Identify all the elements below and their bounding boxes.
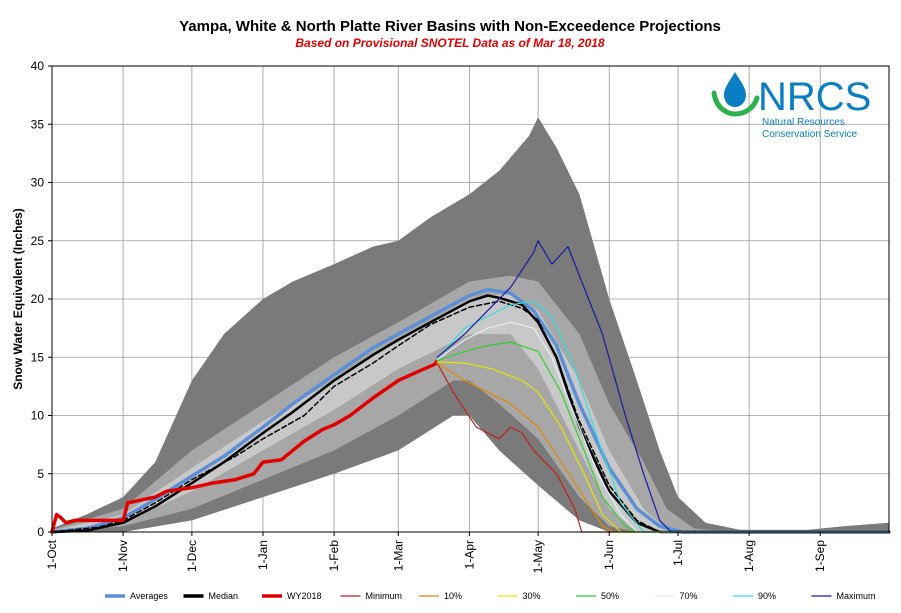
- series-line-averages: [50, 287, 891, 534]
- legend-label: 70%: [680, 591, 698, 601]
- y-axis-label: Snow Water Equivalent (Inches): [11, 208, 25, 390]
- x-tick-label: 1-Dec: [185, 540, 199, 572]
- x-tick-label: 1-Mar: [391, 540, 405, 571]
- series-line-maximum: [436, 240, 890, 533]
- x-tick-label: 1-Aug: [742, 540, 756, 572]
- x-tick-label: 1-Nov: [116, 540, 130, 572]
- y-tick-label: 10: [31, 409, 45, 423]
- y-tick-label: 0: [37, 525, 44, 539]
- legend-label: Minimum: [366, 591, 403, 601]
- y-tick-label: 20: [31, 292, 45, 306]
- plot-frame: [51, 65, 890, 533]
- logo-line-2: Conservation Service: [762, 129, 857, 140]
- series-lines: [50, 240, 891, 534]
- y-tick-label: 25: [31, 234, 45, 248]
- legend-label: Median: [209, 591, 239, 601]
- series-line-90: [436, 300, 890, 533]
- water-drop-icon: [711, 72, 760, 117]
- x-tick-label: 1-Jan: [256, 540, 270, 570]
- legend-label: 30%: [523, 591, 541, 601]
- series-line-minimum: [436, 362, 890, 533]
- y-tick-label: 30: [31, 176, 45, 190]
- x-tick-label: 1-Oct: [45, 539, 59, 569]
- series-line-10: [436, 362, 890, 533]
- x-tick-label: 1-Sep: [813, 540, 827, 572]
- y-tick-label: 5: [37, 467, 44, 481]
- chart-subtitle: Based on Provisional SNOTEL Data as of M…: [295, 36, 605, 50]
- legend-label: 50%: [601, 591, 619, 601]
- series-line-50: [436, 341, 890, 533]
- x-tick-label: 1-May: [531, 540, 545, 573]
- x-tick-label: 1-Feb: [327, 540, 341, 572]
- band-30-70-range: [52, 293, 889, 532]
- nrcs-logo: NRCS Natural Resources Conservation Serv…: [711, 72, 871, 140]
- legend-label: Maximum: [837, 591, 876, 601]
- x-tick-label: 1-Jul: [671, 540, 685, 566]
- axes: 0 5 10 15 20 25 30 35 40 1-Oct 1-Nov 1-Dec 1-Jan 1-Fe…: [31, 59, 890, 573]
- y-tick-label: 15: [31, 350, 45, 364]
- series-line-wy2018: [50, 358, 439, 534]
- logo-wordmark: NRCS: [758, 75, 871, 119]
- legend-label: 90%: [758, 591, 776, 601]
- legend: Averages Median WY2018 Minimum 10% 30% 50% 70% 9…: [105, 591, 876, 601]
- x-tick-label: 1-Jun: [602, 540, 616, 570]
- chart-title: Yampa, White & North Platte River Basins…: [179, 18, 721, 35]
- band-10-90-range: [52, 275, 889, 532]
- series-line-70: [436, 321, 890, 533]
- legend-label: 10%: [444, 591, 462, 601]
- x-tick-label: 1-Apr: [462, 540, 476, 569]
- y-tick-label: 35: [31, 117, 45, 131]
- logo-line-1: Natural Resources: [762, 117, 845, 128]
- y-tick-label: 40: [31, 59, 45, 73]
- series-line-30: [436, 361, 890, 533]
- legend-label: Averages: [130, 591, 168, 601]
- legend-label: WY2018: [287, 591, 322, 601]
